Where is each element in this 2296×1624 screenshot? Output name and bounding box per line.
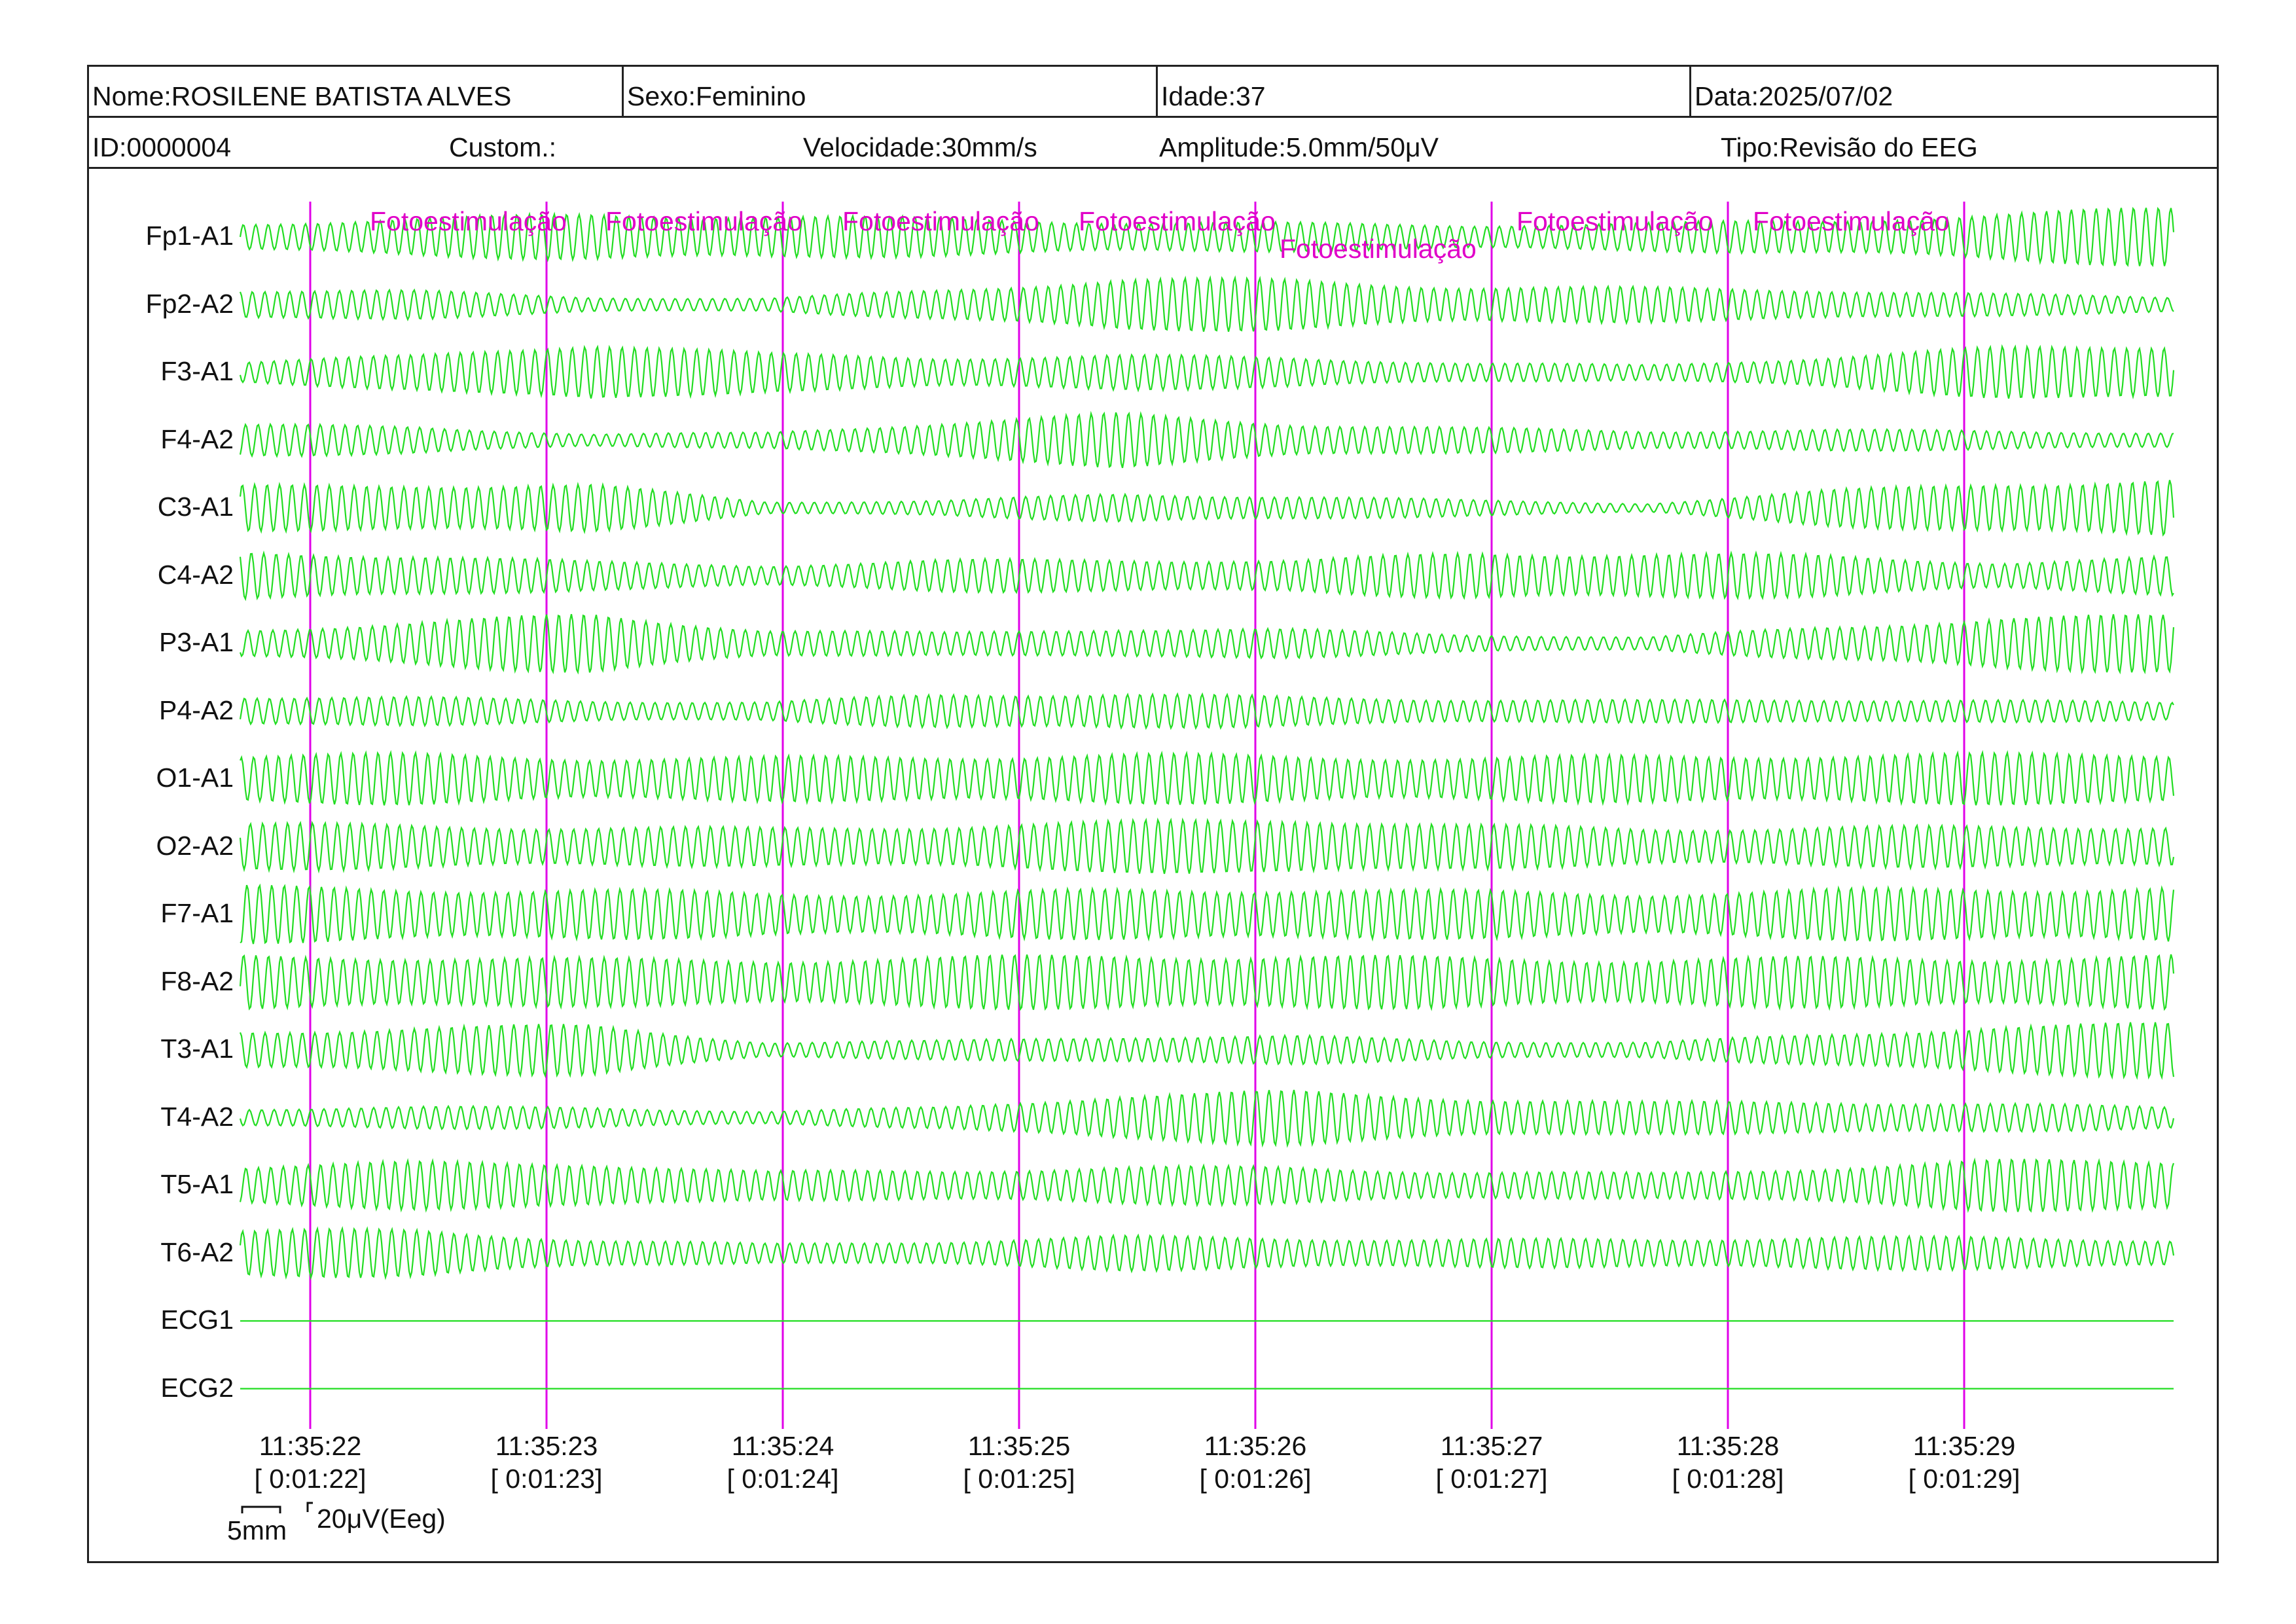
channel-label: T5-A1 <box>160 1169 234 1199</box>
exam-date: Data:2025/07/02 <box>1689 67 2217 116</box>
time-tick-label: 11:35:24[ 0:01:24] <box>704 1430 861 1495</box>
photostimulation-annotation: Fotoestimulação <box>1516 206 1713 236</box>
time-elapsed: [ 0:01:27] <box>1435 1464 1548 1494</box>
speed-setting: Velocidade:30mm/s <box>803 132 1037 162</box>
amplitude-setting: Amplitude:5.0mm/50μV <box>1159 132 1439 162</box>
custom-field: Custom.: <box>449 132 557 162</box>
time-elapsed: [ 0:01:26] <box>1199 1464 1312 1494</box>
time-elapsed: [ 0:01:22] <box>254 1464 367 1494</box>
eeg-trace-fp1-a1 <box>239 206 2175 267</box>
channel-label: O1-A1 <box>156 763 234 793</box>
channel-label: P4-A2 <box>159 695 234 725</box>
scale-time-label: 5mm <box>227 1515 287 1545</box>
time-elapsed: [ 0:01:23] <box>490 1464 603 1494</box>
time-elapsed: [ 0:01:25] <box>963 1464 1075 1494</box>
channel-label: F3-A1 <box>160 356 234 386</box>
photostimulation-annotation: Fotoestimulação <box>1280 234 1477 264</box>
photostimulation-annotation: Fotoestimulação <box>1079 206 1276 236</box>
patient-name: Nome:ROSILENE BATISTA ALVES <box>92 81 512 111</box>
time-tick-label: 11:35:27[ 0:01:27] <box>1413 1430 1570 1495</box>
eeg-trace-c3-a1 <box>239 480 2175 537</box>
time-clock: 11:35:28 <box>1676 1431 1780 1461</box>
eeg-trace-t5-a1 <box>239 1157 2175 1214</box>
time-elapsed: [ 0:01:28] <box>1672 1464 1784 1494</box>
eeg-trace-p4-a2 <box>239 692 2174 731</box>
time-elapsed: [ 0:01:24] <box>726 1464 839 1494</box>
eeg-trace-f3-a1 <box>239 344 2175 400</box>
channel-label: F4-A2 <box>160 424 234 454</box>
time-tick-label: 11:35:23[ 0:01:23] <box>468 1430 625 1495</box>
time-elapsed: [ 0:01:29] <box>1908 1464 2020 1494</box>
channel-label: T3-A1 <box>160 1034 234 1064</box>
time-clock: 11:35:23 <box>495 1431 598 1461</box>
scale-amplitude-label: 20μV(Eeg) <box>317 1504 446 1534</box>
time-tick-label: 11:35:28[ 0:01:28] <box>1649 1430 1806 1495</box>
eeg-trace-fp2-a2 <box>239 275 2174 332</box>
channel-label: O2-A2 <box>156 830 234 861</box>
header-row-exam: ID:0000004 Custom.: Velocidade:30mm/s Am… <box>89 118 2217 169</box>
channel-label: F7-A1 <box>160 898 234 928</box>
time-clock: 11:35:24 <box>731 1431 834 1461</box>
time-tick-label: 11:35:22[ 0:01:22] <box>232 1430 389 1495</box>
channel-label: C4-A2 <box>157 559 234 590</box>
patient-sex: Sexo:Feminino <box>622 67 1156 116</box>
eeg-trace-c4-a2 <box>239 550 2174 602</box>
time-clock: 11:35:29 <box>1912 1431 2016 1461</box>
eeg-report-frame: Nome:ROSILENE BATISTA ALVES Sexo:Feminin… <box>87 65 2219 1563</box>
time-tick-label: 11:35:26[ 0:01:26] <box>1177 1430 1334 1495</box>
channel-label: Fp1-A1 <box>145 221 234 251</box>
channel-label: ECG2 <box>160 1372 234 1403</box>
eeg-trace-t4-a2 <box>239 1089 2175 1148</box>
channel-label: Fp2-A2 <box>145 288 234 319</box>
eeg-trace-o2-a2 <box>239 817 2175 875</box>
time-clock: 11:35:26 <box>1204 1431 1307 1461</box>
channel-label: ECG1 <box>160 1305 234 1335</box>
photostimulation-annotation: Fotoestimulação <box>370 206 567 236</box>
photostimulation-annotation: Fotoestimulação <box>605 206 802 236</box>
time-tick-label: 11:35:29[ 0:01:29] <box>1886 1430 2043 1495</box>
patient-age: Idade:37 <box>1156 67 1689 116</box>
eeg-trace-p3-a1 <box>239 614 2175 675</box>
channel-label: T4-A2 <box>160 1101 234 1132</box>
header-row-patient: Nome:ROSILENE BATISTA ALVES Sexo:Feminin… <box>89 67 2217 118</box>
channel-label: C3-A1 <box>157 492 234 522</box>
time-clock: 11:35:22 <box>259 1431 362 1461</box>
time-tick-label: 11:35:25[ 0:01:25] <box>941 1430 1098 1495</box>
review-type: Tipo:Revisão do EEG <box>1721 132 1978 162</box>
eeg-trace-f4-a2 <box>239 410 2174 469</box>
eeg-trace-f8-a2 <box>239 954 2175 1011</box>
eeg-trace-o1-a1 <box>239 749 2175 806</box>
photostimulation-annotation: Fotoestimulação <box>842 206 1039 236</box>
photostimulation-annotation: Fotoestimulação <box>1753 206 1950 236</box>
channel-label: F8-A2 <box>160 965 234 996</box>
eeg-trace-f7-a1 <box>240 883 2175 945</box>
channel-label: P3-A1 <box>159 627 234 657</box>
eeg-trace-t3-a1 <box>239 1022 2175 1080</box>
eeg-trace-t6-a2 <box>239 1226 2175 1281</box>
time-clock: 11:35:27 <box>1440 1431 1543 1461</box>
patient-id: ID:0000004 <box>92 132 232 162</box>
channel-label: T6-A2 <box>160 1236 234 1267</box>
time-clock: 11:35:25 <box>967 1431 1071 1461</box>
